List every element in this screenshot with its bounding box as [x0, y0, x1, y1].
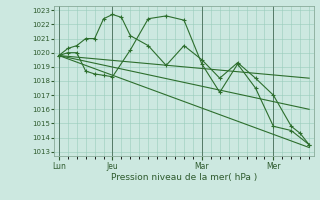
X-axis label: Pression niveau de la mer( hPa ): Pression niveau de la mer( hPa ): [111, 173, 257, 182]
